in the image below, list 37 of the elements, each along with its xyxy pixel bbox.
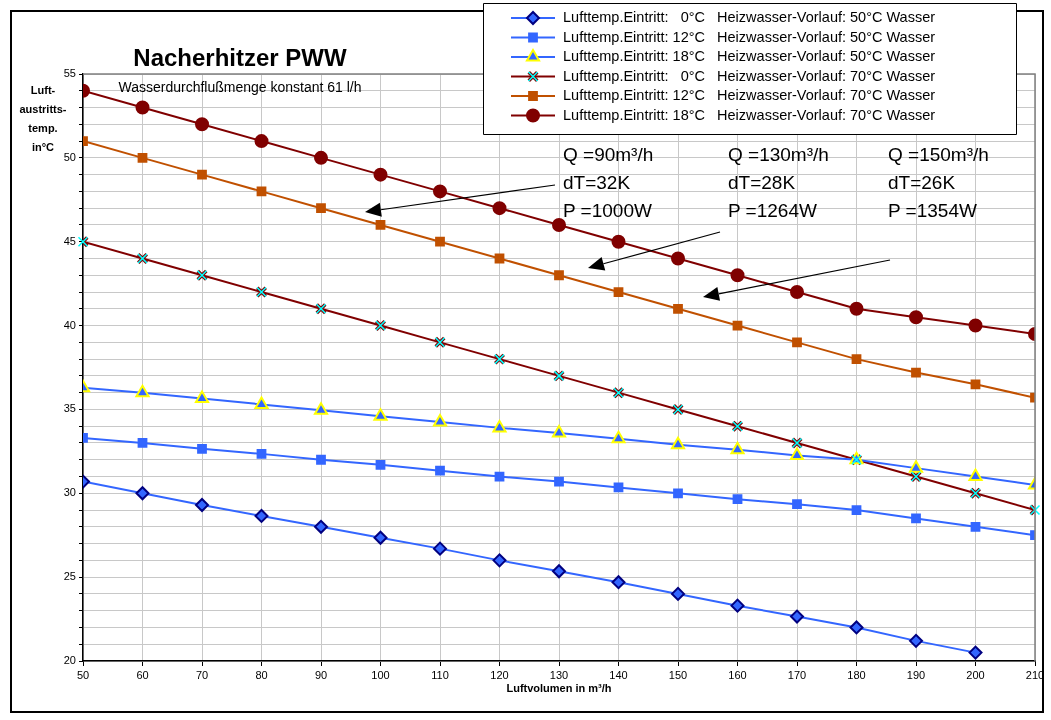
legend-label: Lufttemp.Eintritt: 0°C Heizwasser-Vorlauf: 70°C Wasser bbox=[563, 67, 936, 84]
y-tick-label: 20 bbox=[63, 654, 76, 667]
y-tick-label: 50 bbox=[63, 150, 76, 163]
x-tick-label: 180 bbox=[847, 668, 866, 681]
x-tick-label: 140 bbox=[609, 668, 628, 681]
x-axis-title: Luftvolumen in m³/h bbox=[506, 681, 612, 694]
legend-label: Lufttemp.Eintritt: 18°C Heizwasser-Vorlauf: 70°C Wasser bbox=[563, 106, 936, 123]
chart-subtitle: Wasserdurchflußmenge konstant 61 l/h bbox=[118, 79, 362, 95]
x-tick-label: 110 bbox=[431, 668, 449, 681]
x-tick-label: 120 bbox=[490, 668, 509, 681]
x-tick-label: 100 bbox=[371, 668, 390, 681]
y-tick-label: 25 bbox=[63, 570, 76, 583]
y-tick-label: 55 bbox=[63, 67, 76, 80]
x-tick-label: 50 bbox=[76, 668, 90, 681]
x-tick-label: 160 bbox=[728, 668, 747, 681]
x-tick-label: 190 bbox=[906, 668, 926, 681]
x-tick-label: 200 bbox=[966, 668, 985, 681]
chart-title: Nacherhitzer PWW bbox=[133, 44, 347, 71]
x-tick-label: 80 bbox=[255, 668, 268, 681]
annotation: Q =90m³/h dT=32K P =1000W bbox=[563, 143, 654, 223]
legend-label: Lufttemp.Eintritt: 0°C Heizwasser-Vorlauf: 50°C Wasser bbox=[563, 9, 936, 25]
annotation: Q =150m³/h dT=26K P =1354W bbox=[888, 143, 989, 223]
x-tick-label: 90 bbox=[314, 668, 328, 681]
y-tick-label: 40 bbox=[63, 318, 76, 331]
x-tick-label: 130 bbox=[549, 668, 569, 681]
y-tick-label: 35 bbox=[63, 402, 76, 415]
x-tick-label: 70 bbox=[195, 668, 209, 681]
x-tick-label: 150 bbox=[668, 668, 688, 681]
y-axis-title: Luft- austritts- temp. in°C bbox=[19, 83, 67, 153]
legend-label: Lufttemp.Eintritt: 12°C Heizwasser-Vorlauf: 70°C Wasser bbox=[563, 87, 936, 103]
legend-label: Lufttemp.Eintritt: 12°C Heizwasser-Vorlauf: 50°C Wasser bbox=[563, 28, 936, 45]
y-tick-label: 30 bbox=[63, 486, 76, 499]
y-tick-label: 45 bbox=[63, 234, 76, 247]
legend-label: Lufttemp.Eintritt: 18°C Heizwasser-Vorlauf: 50°C Wasser bbox=[563, 48, 936, 64]
x-tick-label: 60 bbox=[136, 668, 149, 681]
x-tick-label: 170 bbox=[787, 668, 807, 681]
annotation: Q =130m³/h dT=28K P =1264W bbox=[728, 143, 829, 223]
